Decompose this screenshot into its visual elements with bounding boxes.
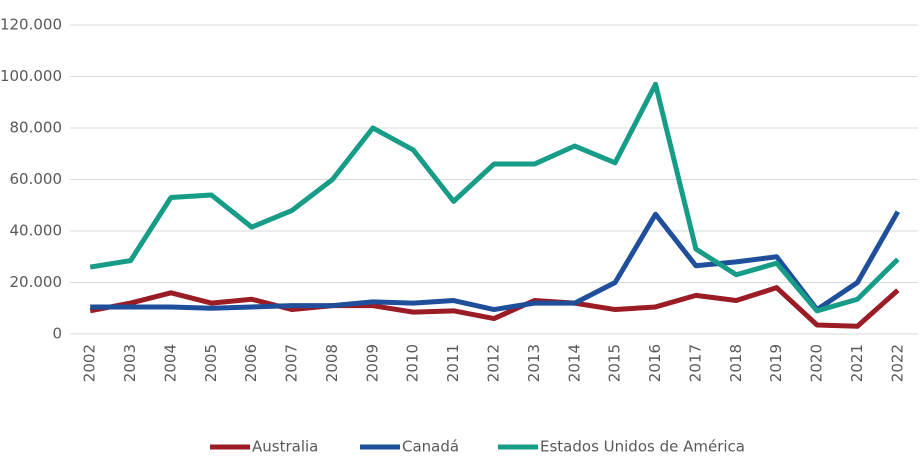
x-tick-label: 2011 [444,344,462,382]
y-tick-label: 120.000 [0,16,62,34]
y-tick-label: 60.000 [10,170,63,188]
x-tick-label: 2021 [848,344,866,382]
x-tick-label: 2009 [363,344,381,382]
line [89,285,900,329]
y-tick-label: 80.000 [10,119,63,137]
legend-label: Australia [252,438,318,456]
x-tick-label: 2017 [686,344,704,382]
x-tick-label: 2019 [767,344,785,382]
x-tick-label: 2018 [727,344,745,382]
line [90,210,900,313]
legend-label: Canadá [402,438,459,456]
x-tick-label: 2015 [606,344,624,382]
x-tick-label: 2020 [808,344,826,382]
x-tick-label: 2012 [485,344,503,382]
y-tick-label: 40.000 [10,222,63,240]
x-tick-label: 2014 [565,344,583,382]
x-tick-label: 2010 [404,344,422,382]
y-tick-label: 0 [52,325,62,343]
x-tick-label: 2003 [121,344,139,382]
x-tick-label: 2013 [525,344,543,382]
x-tick-label: 2004 [161,344,179,382]
x-tick-label: 2007 [283,344,301,382]
x-tick-label: 2016 [646,344,664,382]
y-tick-label: 20.000 [10,273,63,291]
x-tick-label: 2022 [888,344,906,382]
x-tick-label: 2002 [81,344,99,382]
x-tick-label: 2005 [202,344,220,382]
x-tick-label: 2008 [323,344,341,382]
legend-label: Estados Unidos de América [540,438,745,456]
x-tick-label: 2006 [242,344,260,382]
line [89,81,900,314]
y-tick-label: 100.000 [0,67,62,85]
